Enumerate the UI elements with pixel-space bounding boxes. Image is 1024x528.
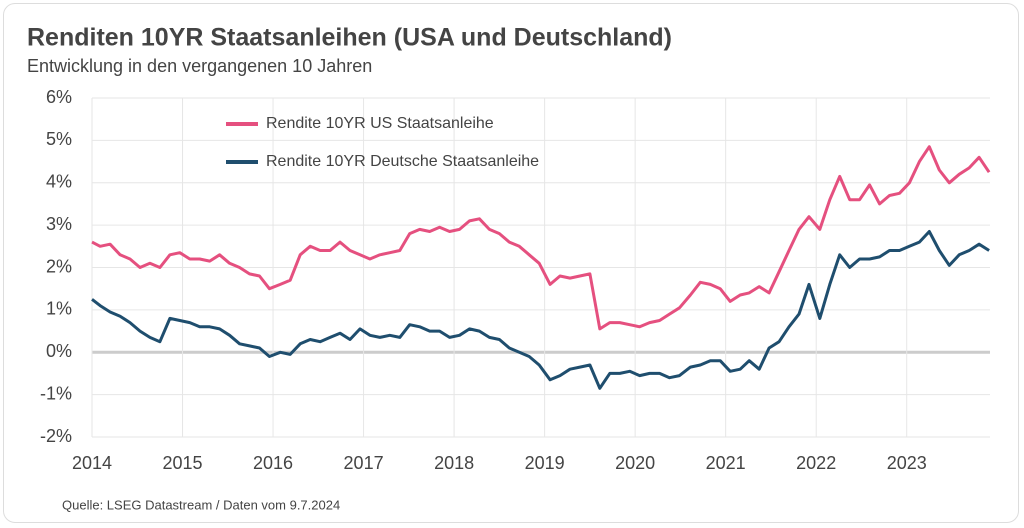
- x-tick-label: 2015: [163, 453, 203, 473]
- x-tick-label: 2022: [796, 453, 836, 473]
- series-line: [91, 145, 991, 331]
- x-tick-label: 2020: [615, 453, 655, 473]
- y-tick-label: 4%: [46, 172, 72, 192]
- chart-subtitle: Entwicklung in den vergangenen 10 Jahren: [27, 56, 372, 76]
- legend-label: Rendite 10YR Deutsche Staatsanleihe: [266, 153, 539, 170]
- x-tick-label: 2019: [525, 453, 565, 473]
- x-tick-label: 2021: [706, 453, 746, 473]
- y-tick-label: 6%: [46, 87, 72, 107]
- y-tick-label: -1%: [40, 383, 72, 403]
- x-tick-label: 2023: [887, 453, 927, 473]
- chart-title: Renditen 10YR Staatsanleihen (USA und De…: [27, 24, 672, 52]
- y-tick-label: 3%: [46, 214, 72, 234]
- legend-label: Rendite 10YR US Staatsanleihe: [266, 115, 494, 132]
- x-tick-label: 2014: [72, 453, 112, 473]
- card: [3, 3, 1019, 523]
- x-tick-label: 2017: [344, 453, 384, 473]
- series-line: [91, 230, 990, 390]
- x-tick-label: 2016: [253, 453, 293, 473]
- y-tick-label: 5%: [46, 129, 72, 149]
- source-note: Quelle: LSEG Datastream / Daten vom 9.7.…: [62, 497, 340, 512]
- y-tick-label: -2%: [40, 426, 72, 446]
- y-tick-label: 0%: [46, 341, 72, 361]
- x-tick-label: 2018: [434, 453, 474, 473]
- y-tick-label: 2%: [46, 256, 72, 276]
- y-tick-label: 1%: [46, 299, 72, 319]
